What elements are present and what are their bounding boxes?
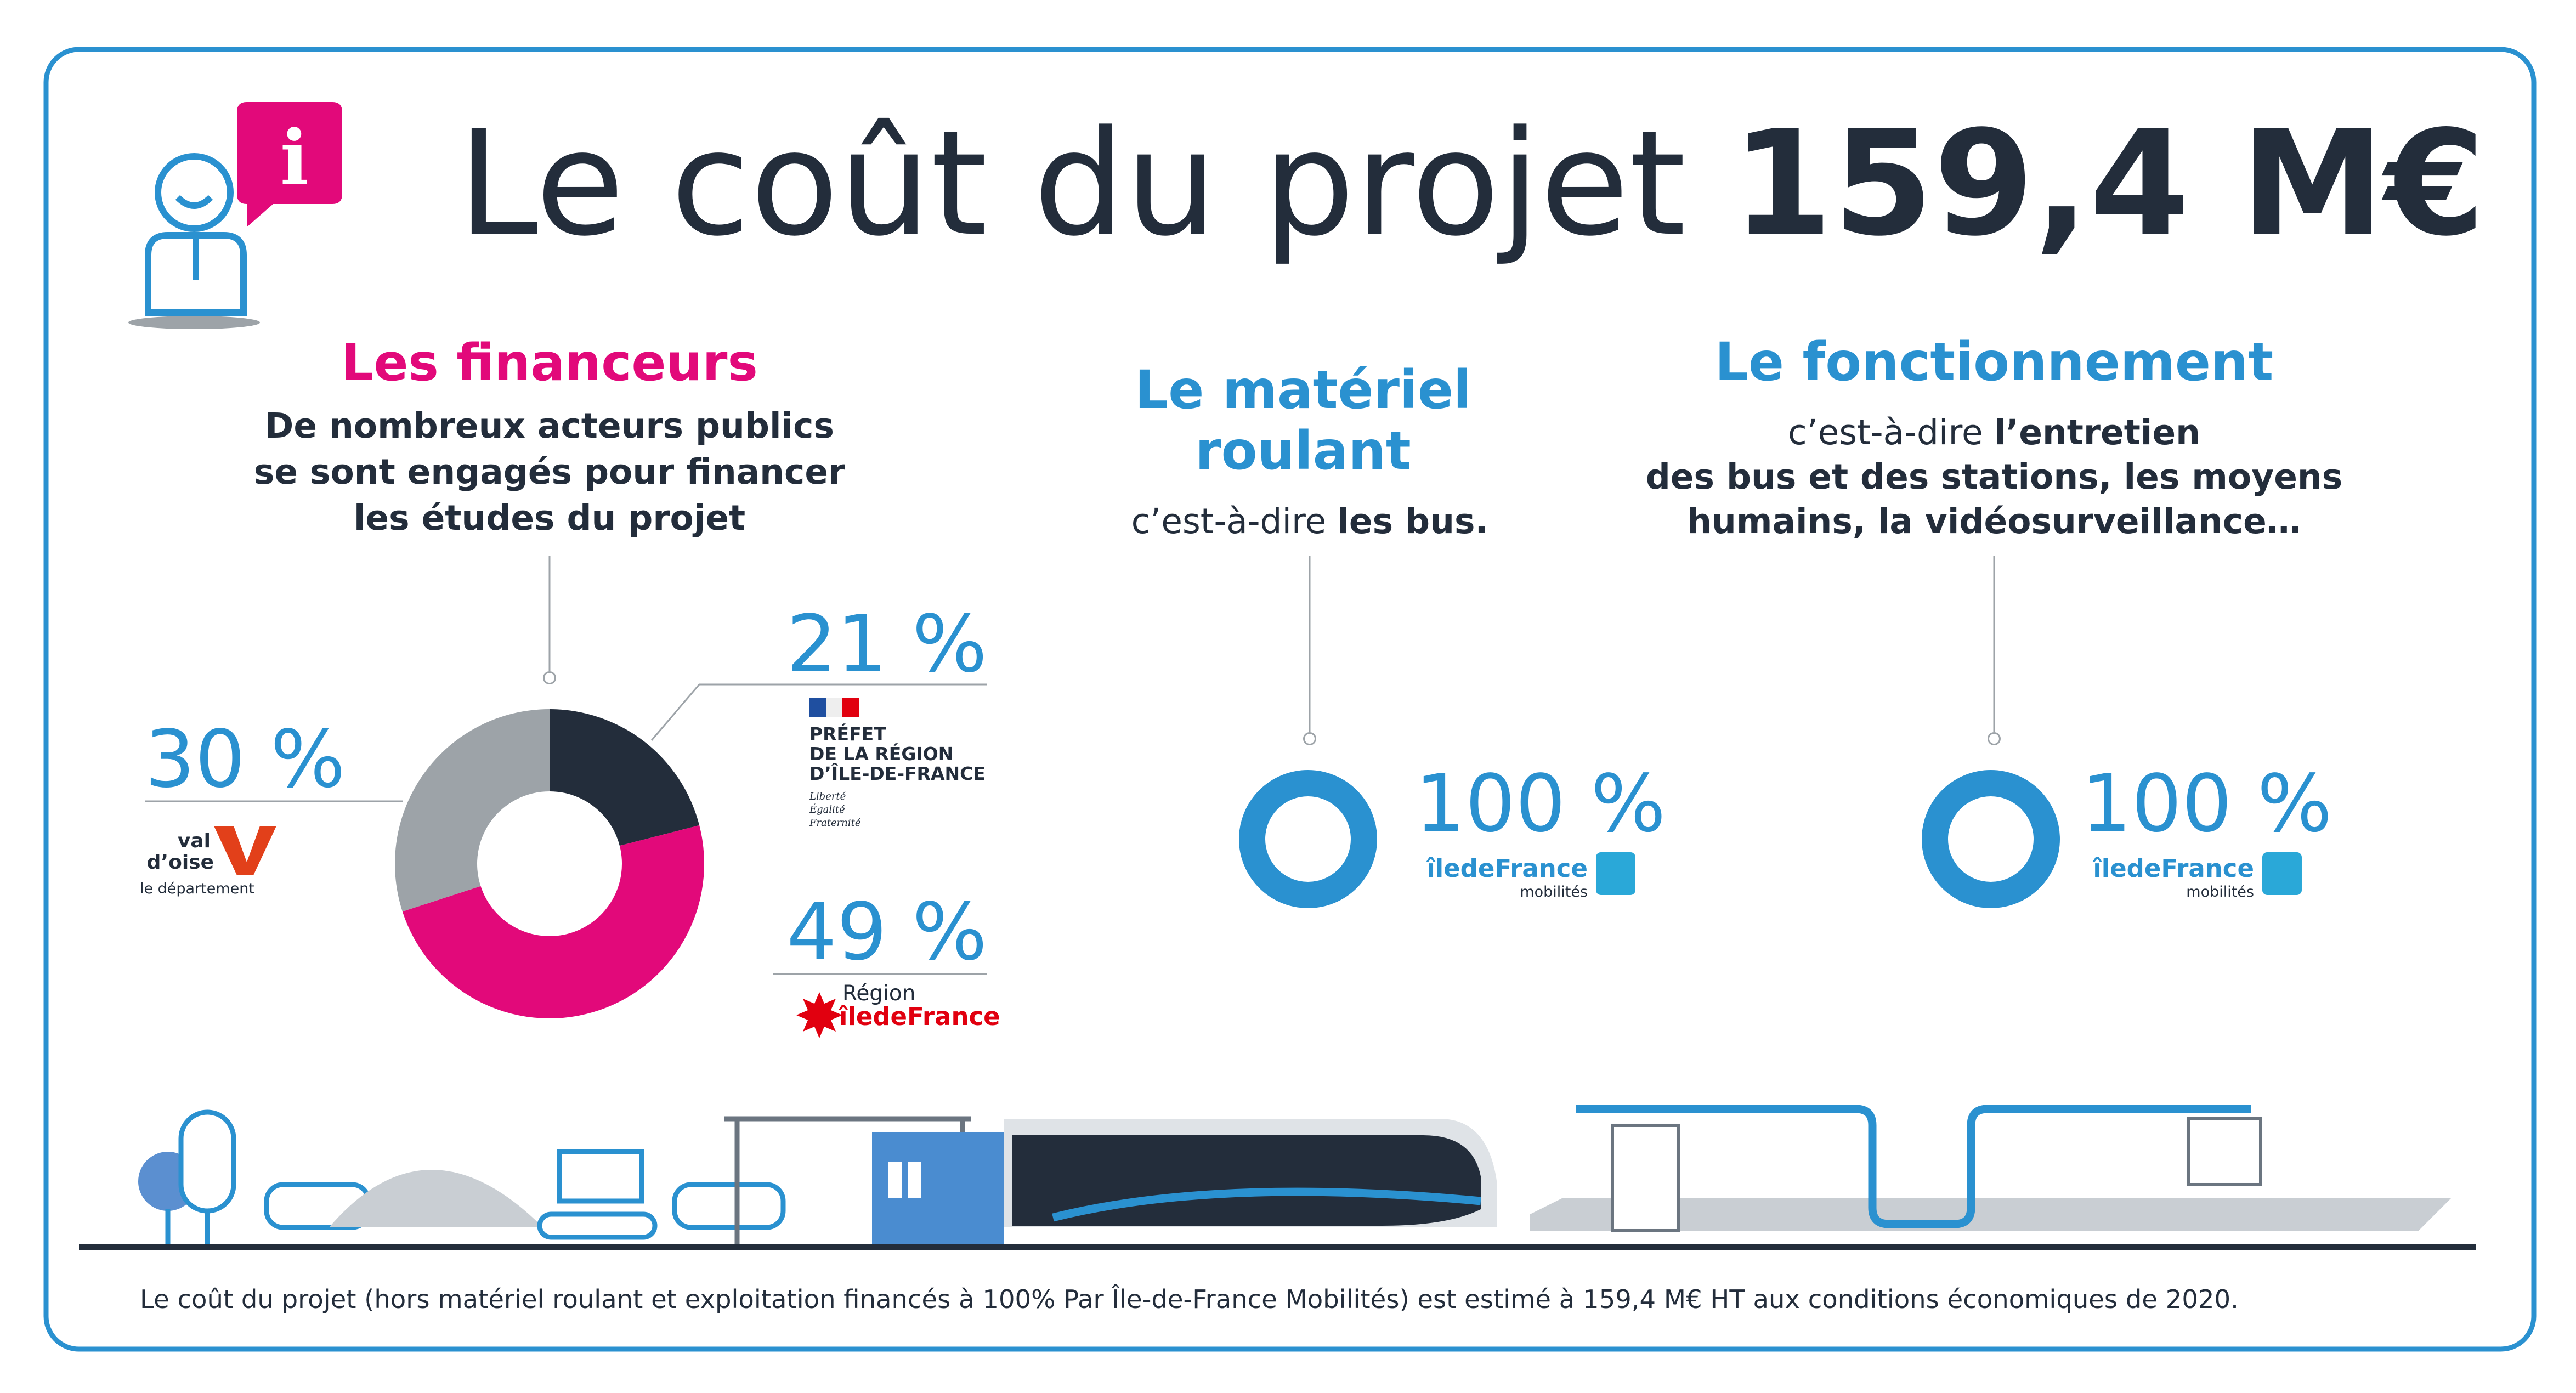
donut-segment xyxy=(402,825,704,1018)
value-label: 49 % xyxy=(786,886,987,978)
value-label: 100 % xyxy=(2081,757,2332,850)
section-title: roulant xyxy=(1195,420,1411,482)
logo-text: Liberté xyxy=(809,791,846,802)
value-label: 21 % xyxy=(786,598,987,690)
logo-text: D’ÎLE-DE-FRANCE xyxy=(809,762,986,784)
ring xyxy=(1921,769,2060,908)
section-title: Les financeurs xyxy=(341,333,758,392)
logo-text: le département xyxy=(140,880,254,897)
logo-text: îledeFrance xyxy=(839,1002,1000,1031)
logo-text: mobilités xyxy=(2186,884,2254,901)
section-text: les études du projet xyxy=(354,498,745,538)
section-text: De nombreux acteurs publics xyxy=(265,406,834,446)
logo-text: Égalité xyxy=(809,803,845,816)
ring xyxy=(1238,769,1377,908)
logo-text: Région xyxy=(842,981,915,1006)
logo-text: îledeFrance xyxy=(1426,854,1588,883)
title-text: Le coût du projet xyxy=(457,100,1686,268)
donut-segment xyxy=(550,709,700,846)
info-i: i xyxy=(280,113,309,202)
footer-note: Le coût du projet (hors matériel roulant… xyxy=(140,1284,2239,1314)
title-amount: 159,4 M€ xyxy=(1732,100,2485,268)
desc: c’est-à-dire xyxy=(1788,412,1983,452)
logo-text: Fraternité xyxy=(809,817,861,829)
valdoise-logo: val d’oise le département xyxy=(140,825,277,897)
info-icon xyxy=(128,152,261,329)
logo-text: mobilités xyxy=(1520,884,1588,901)
logo-icon xyxy=(2262,852,2302,895)
value-label: 100 % xyxy=(1415,757,1666,850)
section-title: Le fonctionnement xyxy=(1715,331,2273,393)
desc: c’est-à-dire xyxy=(1131,501,1327,541)
value-label: 30 % xyxy=(145,713,346,805)
info-bubble xyxy=(237,101,343,227)
section-title: Le matériel xyxy=(1135,359,1471,421)
section-text: c’est-à-dire les bus. xyxy=(1131,501,1488,541)
illustration xyxy=(79,1105,2476,1250)
title: Le coût du projet 159,4 M€ xyxy=(457,100,2485,268)
desc-bold: des bus et des stations, les moyens xyxy=(1646,457,2343,497)
desc-bold: les bus. xyxy=(1337,501,1488,541)
logo-text: PRÉFET xyxy=(809,723,886,745)
connectors xyxy=(145,556,2001,975)
section-text: c’est-à-dire l’entretien xyxy=(1788,412,2200,452)
logo-icon xyxy=(1595,852,1635,895)
desc-bold: humains, la vidéosurveillance… xyxy=(1687,501,2301,541)
frame xyxy=(43,47,2537,1352)
logo-text: val xyxy=(178,830,211,852)
logo-text: îledeFrance xyxy=(2092,854,2254,883)
desc-bold: l’entretien xyxy=(1994,412,2200,452)
logo-text: DE LA RÉGION xyxy=(809,743,953,765)
donut-chart: 21 % 49 % 30 % xyxy=(145,598,987,1018)
donut-segment xyxy=(395,709,550,912)
section-text: se sont engagés pour financer xyxy=(254,452,845,492)
region-logo: Région îledeFrance xyxy=(796,981,1000,1038)
prefet-logo: PRÉFET DE LA RÉGION D’ÎLE-DE-FRANCE Libe… xyxy=(809,697,986,829)
logo-text: d’oise xyxy=(147,851,214,874)
